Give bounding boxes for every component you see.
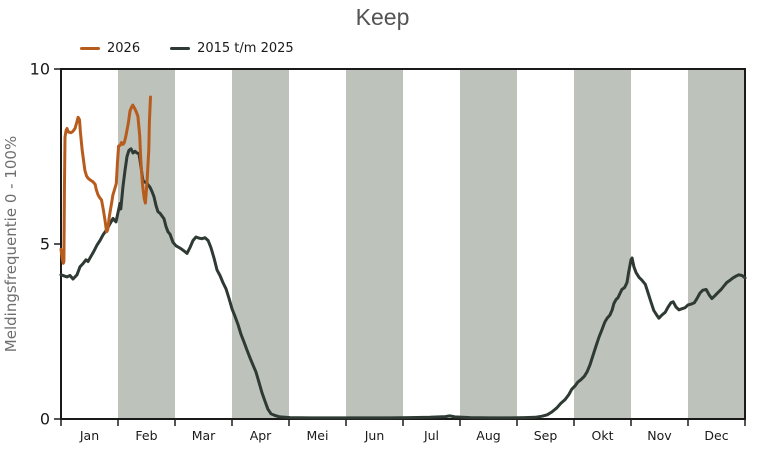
x-tick-label-mar: Mar [192, 428, 216, 443]
series-line-2026 [59, 95, 152, 265]
month-band-feb [118, 69, 175, 419]
series-lines [59, 95, 747, 420]
y-tick-label: 0 [40, 410, 50, 429]
axis-labels: 0 5 10 Jan Feb Mar Apr Mei Jun Jul Aug Sep Okt Nov Dec [30, 60, 729, 444]
month-band-apr [232, 69, 289, 419]
chart-title: Keep [355, 4, 410, 30]
legend-label-historic: 2015 t/m 2025 [197, 41, 294, 56]
month-band-dec [688, 69, 745, 419]
series-line-2015-t-m-2025 [59, 147, 747, 420]
month-band-okt [574, 69, 631, 419]
month-band-jun [346, 69, 403, 419]
month-bands [118, 69, 745, 419]
x-tick-label-dec: Dec [704, 428, 728, 443]
x-tick-label-feb: Feb [135, 428, 157, 443]
month-band-aug [460, 69, 517, 419]
y-tick-label: 5 [40, 235, 50, 254]
legend-item-2026: 2026 [80, 41, 140, 56]
x-tick-label-nov: Nov [647, 428, 672, 443]
x-tick-label-jan: Jan [79, 428, 99, 443]
legend: 2026 2015 t/m 2025 [80, 41, 294, 56]
x-tick-label-sep: Sep [534, 428, 558, 443]
x-tick-label-mei: Mei [307, 428, 329, 443]
legend-swatch-historic [170, 46, 191, 51]
x-tick-label-okt: Okt [592, 428, 614, 443]
x-tick-label-apr: Apr [250, 428, 272, 443]
legend-swatch-2026 [80, 46, 100, 51]
y-tick-label: 10 [30, 60, 50, 79]
x-tick-label-jun: Jun [364, 428, 385, 443]
x-tick-label-aug: Aug [476, 428, 500, 443]
y-axis-title: Meldingsfrequentie 0 - 100% [2, 136, 20, 352]
legend-label-2026: 2026 [107, 41, 141, 56]
legend-item-historic: 2015 t/m 2025 [170, 41, 294, 56]
x-tick-label-jul: Jul [423, 428, 439, 443]
